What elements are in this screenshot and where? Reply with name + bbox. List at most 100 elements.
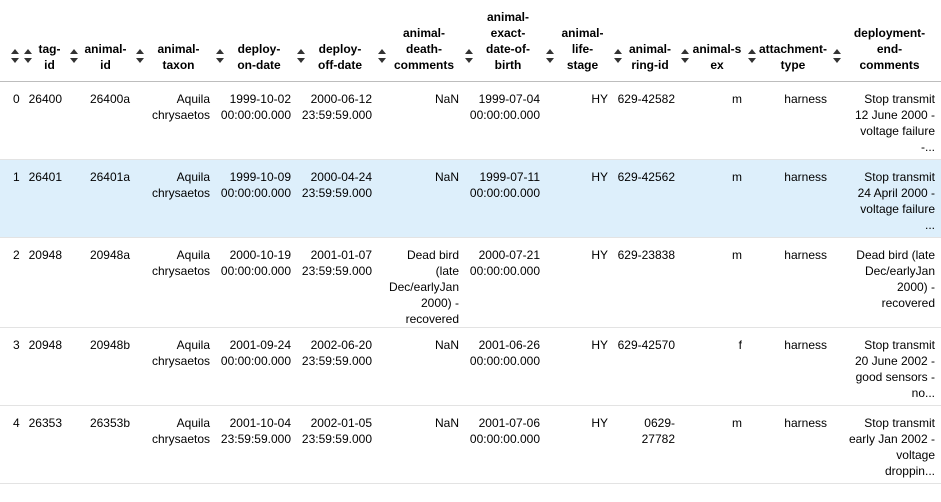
column-header-label: animal-sex [692,41,742,72]
cell-animal-life-stage: HY [591,247,608,262]
column-header-tag-id[interactable]: tag- id [24,0,70,82]
cell-animal-taxon: Aquila chrysaetos [151,337,210,368]
cell-animal-taxon: Aquila chrysaetos [151,169,210,200]
column-header-label: tag- id [38,41,61,72]
cell-tag-id: 26401 [28,169,62,184]
cell-animal-life-stage: HY [591,337,608,352]
cell-animal-ring-id: 629-42582 [617,91,675,106]
cell-animal-exact-date-of-birth: 1999-07-04 00:00:00.000 [469,91,540,122]
sort-icon[interactable] [136,48,144,63]
table-row: 3 20948 20948b Aquila chrysaetos 2001-09… [0,327,941,405]
column-header-animal-ring-id[interactable]: animal- ring-id [614,0,681,82]
cell-attachment-type: harness [784,169,827,184]
cell-animal-sex: f [738,337,742,352]
column-header-animal-exact-date-of-birth[interactable]: animal- exact- date-of- birth [465,0,546,82]
cell-tag-id: 26400 [28,91,62,106]
cell-animal-life-stage: HY [591,169,608,184]
row-index: 2 [13,247,20,262]
sort-icon[interactable] [70,48,78,63]
cell-animal-id: 26400a [89,91,130,106]
sort-icon[interactable] [297,48,305,63]
sort-icon[interactable] [748,48,756,63]
column-header-label: animal- death- comments [393,25,455,72]
cell-deploy-off-date: 2001-01-07 23:59:59.000 [301,247,372,278]
cell-animal-id: 20948b [89,337,130,352]
column-header-attachment-type[interactable]: attachment- type [748,0,833,82]
header-row: tag- id animal- id animal- taxon deploy-… [0,0,941,82]
cell-animal-id: 26401a [89,169,130,184]
sort-icon[interactable] [546,48,554,63]
cell-deploy-on-date: 1999-10-09 00:00:00.000 [220,169,291,200]
column-header-index[interactable] [0,0,24,82]
column-header-animal-death-comments[interactable]: animal- death- comments [378,0,465,82]
cell-deployment-end-comments: Stop transmit 24 April 2000 - voltage fa… [857,169,935,232]
cell-animal-ring-id: 0629- 27782 [641,415,675,446]
sort-icon[interactable] [11,48,19,63]
cell-animal-exact-date-of-birth: 2001-06-26 00:00:00.000 [469,337,540,368]
cell-tag-id: 20948 [28,247,62,262]
column-header-label: animal- taxon [157,41,200,72]
cell-deployment-end-comments: Dead bird (late Dec/earlyJan 2000) - rec… [856,247,935,310]
column-header-label: deploy- off-date [318,41,362,72]
cell-deploy-on-date: 1999-10-02 00:00:00.000 [220,91,291,122]
cell-animal-exact-date-of-birth: 2001-07-06 00:00:00.000 [469,415,540,446]
cell-animal-sex: m [732,91,742,106]
cell-animal-id: 20948a [89,247,130,262]
cell-animal-sex: m [732,169,742,184]
cell-deployment-end-comments: Stop transmit 12 June 2000 - voltage fai… [854,91,935,154]
cell-deploy-on-date: 2001-10-04 23:59:59.000 [220,415,291,446]
table-row: 0 26400 26400a Aquila chrysaetos 1999-10… [0,81,941,159]
cell-animal-ring-id: 629-42562 [617,169,675,184]
cell-animal-ring-id: 629-42570 [617,337,675,352]
column-header-animal-taxon[interactable]: animal- taxon [136,0,216,82]
cell-deployment-end-comments: Stop transmit early Jan 2002 - voltage d… [848,415,935,478]
cell-deploy-off-date: 2000-06-12 23:59:59.000 [301,91,372,122]
sort-icon[interactable] [465,48,473,63]
sort-icon[interactable] [24,48,32,63]
column-header-deploy-on-date[interactable]: deploy- on-date [216,0,297,82]
cell-animal-exact-date-of-birth: 2000-07-21 00:00:00.000 [469,247,540,278]
cell-animal-taxon: Aquila chrysaetos [151,247,210,278]
cell-animal-death-comments: NaN [434,337,459,352]
cell-attachment-type: harness [784,91,827,106]
cell-animal-death-comments: NaN [434,169,459,184]
cell-attachment-type: harness [784,247,827,262]
cell-attachment-type: harness [784,415,827,430]
column-header-animal-sex[interactable]: animal-sex [681,0,748,82]
sort-icon[interactable] [216,48,224,63]
sort-icon[interactable] [833,48,841,63]
sort-icon[interactable] [614,48,622,63]
cell-tag-id: 26353 [28,415,62,430]
cell-animal-life-stage: HY [591,415,608,430]
column-header-label: animal- exact- date-of- birth [486,9,530,72]
cell-animal-death-comments: Dead bird (late Dec/earlyJan 2000) - rec… [388,247,459,326]
row-index: 4 [13,415,20,430]
sort-icon[interactable] [681,48,689,63]
row-index: 0 [13,91,20,106]
column-header-label: attachment- type [758,41,827,72]
column-header-deploy-off-date[interactable]: deploy- off-date [297,0,378,82]
column-header-deployment-end-comments[interactable]: deployment- end- comments [833,0,941,82]
cell-animal-id: 26353b [89,415,130,430]
column-header-label: deployment- end- comments [853,25,926,72]
column-header-animal-id[interactable]: animal- id [70,0,136,82]
cell-animal-ring-id: 629-23838 [617,247,675,262]
column-header-label: animal- life- stage [561,25,604,72]
cell-animal-life-stage: HY [591,91,608,106]
cell-deployment-end-comments: Stop transmit 20 June 2002 - good sensor… [854,337,935,400]
table-row: 1 26401 26401a Aquila chrysaetos 1999-10… [0,159,941,237]
cell-animal-taxon: Aquila chrysaetos [151,415,210,446]
cell-animal-sex: m [732,415,742,430]
cell-tag-id: 20948 [28,337,62,352]
cell-deploy-off-date: 2000-04-24 23:59:59.000 [301,169,372,200]
cell-animal-sex: m [732,247,742,262]
sort-icon[interactable] [378,48,386,63]
column-header-animal-life-stage[interactable]: animal- life- stage [546,0,614,82]
row-index: 3 [13,337,20,352]
table-header: tag- id animal- id animal- taxon deploy-… [0,0,941,82]
column-header-label: animal- id [84,41,127,72]
cell-animal-death-comments: NaN [434,91,459,106]
cell-deploy-off-date: 2002-06-20 23:59:59.000 [301,337,372,368]
cell-deploy-off-date: 2002-01-05 23:59:59.000 [301,415,372,446]
table-body: 0 26400 26400a Aquila chrysaetos 1999-10… [0,81,941,483]
